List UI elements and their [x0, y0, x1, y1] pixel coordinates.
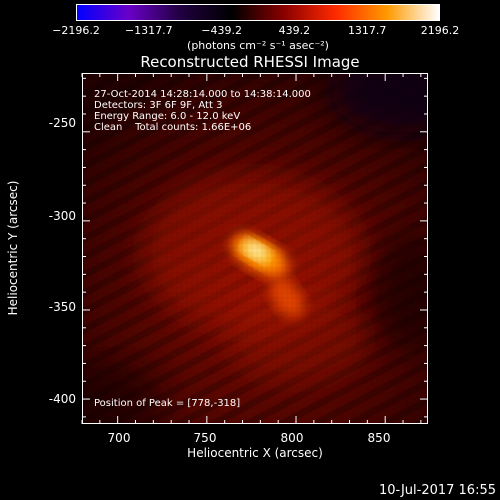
colorbar-units: (photons cm⁻² s⁻¹ asec⁻²) — [187, 39, 329, 52]
x-tick-label: 700 — [107, 431, 131, 445]
y-tick-label: -300 — [48, 209, 76, 223]
timestamp: 10-Jul-2017 16:55 — [378, 483, 496, 498]
y-tick-label: -350 — [48, 300, 76, 314]
algorithm-annotation: Clean Total counts: 1.66E+06 — [94, 122, 252, 133]
image-title: Reconstructed RHESSI Image — [140, 53, 360, 71]
x-tick-label: 850 — [367, 431, 391, 445]
x-axis-label: Heliocentric X (arcsec) — [187, 446, 323, 460]
y-axis-label: Heliocentric Y (arcsec) — [6, 180, 20, 316]
colorbar-tick-label: −1317.7 — [124, 24, 173, 37]
colorbar-tick-label: −439.2 — [201, 24, 242, 37]
colorbar-tick-label: 2196.2 — [420, 24, 460, 37]
detectors-annotation: Detectors: 3F 6F 9F, Att 3 — [94, 100, 223, 111]
colorbar-tick-label: 1317.7 — [347, 24, 387, 37]
y-tick-label: -250 — [48, 116, 76, 130]
colorbar-tick-label: −2196.2 — [52, 24, 100, 37]
rhessi-image — [82, 73, 428, 424]
x-tick-label: 800 — [280, 431, 304, 445]
rhessi-image-svg — [82, 73, 428, 424]
energy-annotation: Energy Range: 6.0 - 12.0 keV — [94, 111, 241, 122]
colorbar-tick-label: 439.2 — [278, 24, 311, 37]
y-tick-label: -400 — [48, 392, 76, 406]
colorbar — [76, 4, 440, 21]
peak-position-annotation: Position of Peak = [778,-318] — [94, 398, 241, 409]
time-range-annotation: 27-Oct-2014 14:28:14.000 to 14:38:14.000 — [94, 89, 311, 100]
x-tick-label: 750 — [193, 431, 217, 445]
